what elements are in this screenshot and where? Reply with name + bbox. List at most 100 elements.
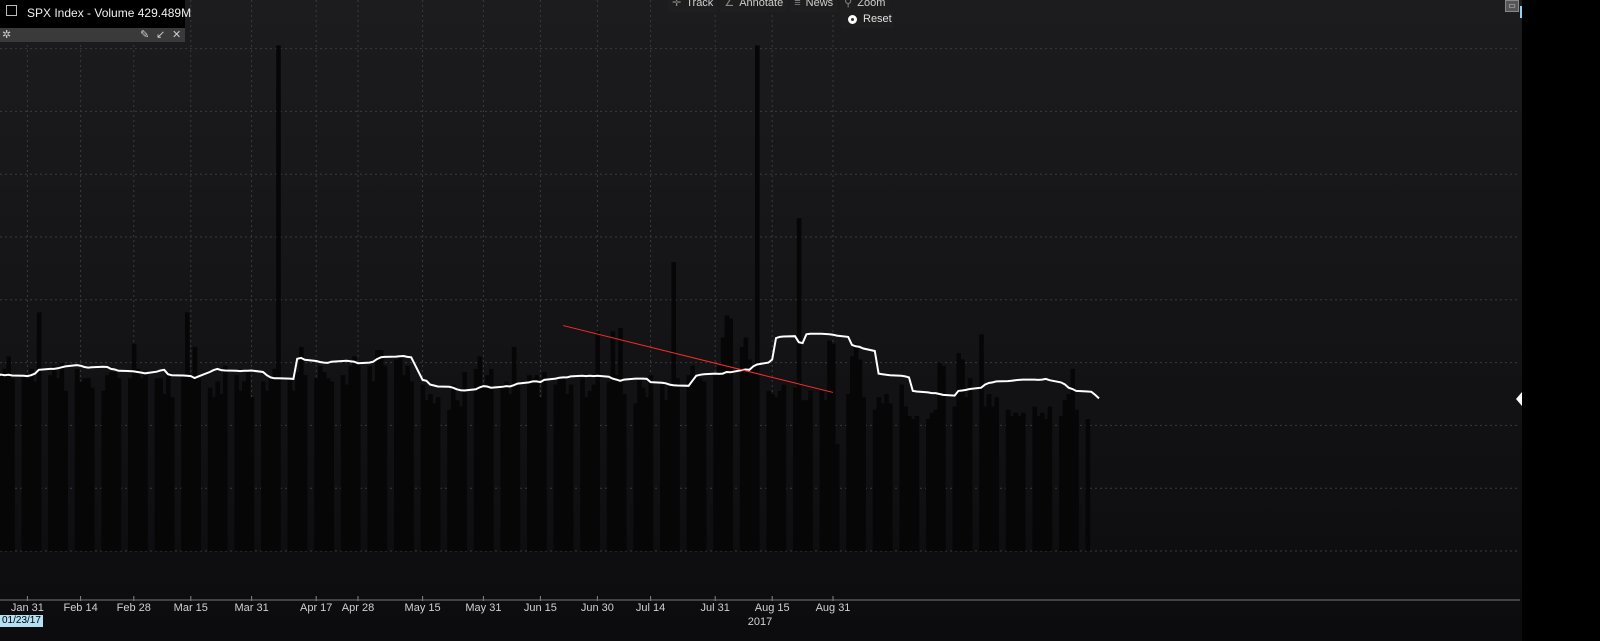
volume-bar: [207, 387, 213, 551]
volume-bar: [644, 397, 650, 551]
volume-bar: [169, 397, 175, 551]
volume-bar: [52, 365, 57, 551]
volume-bar: [804, 400, 809, 551]
volume-bar: [0, 372, 4, 551]
volume-bar: [584, 397, 589, 551]
volume-bar: [473, 368, 479, 551]
news-button[interactable]: ≡ News: [790, 0, 838, 12]
volume-bar: [530, 378, 536, 551]
volume-bar: [215, 381, 220, 551]
volume-bar: [648, 375, 654, 551]
legend-swatch[interactable]: [6, 5, 17, 16]
volume-bar: [367, 365, 372, 551]
volume-bar: [511, 346, 517, 551]
volume-bar: [116, 378, 122, 551]
volume-bar: [477, 356, 483, 551]
expand-icon[interactable]: ▭: [1505, 0, 1519, 12]
volume-bar: [375, 350, 380, 551]
volume-bar: [857, 359, 863, 551]
volume-bar: [143, 375, 148, 551]
volume-bar: [1047, 406, 1053, 551]
zoom-button[interactable]: ⚲ Zoom: [840, 0, 890, 12]
trend-line: [563, 325, 834, 393]
volume-bar: [633, 403, 638, 551]
volume-bar: [766, 390, 771, 551]
pin-icon[interactable]: ✎: [140, 29, 150, 41]
volume-bar: [595, 331, 600, 551]
x-tick-label: Jun 30: [581, 602, 614, 614]
volume-bar: [1062, 400, 1068, 551]
volume-bar: [181, 375, 186, 551]
volume-bar: [458, 406, 464, 551]
volume-bar: [850, 356, 855, 551]
volume-bar: [276, 45, 281, 552]
volume-bar: [717, 365, 722, 551]
track-button[interactable]: ✛ Track: [668, 0, 718, 12]
volume-bar: [1085, 419, 1091, 551]
volume-bar: [1013, 412, 1018, 551]
volume-bar: [196, 378, 201, 551]
x-tick-label: Aug 15: [755, 602, 790, 614]
volume-bar: [10, 378, 15, 551]
x-tick-label: Apr 17: [300, 602, 332, 614]
close-icon[interactable]: ✕: [172, 29, 182, 41]
volume-bar: [561, 378, 566, 551]
volume-bar: [508, 394, 513, 551]
volume-bar: [500, 384, 505, 551]
volume-bar: [401, 375, 407, 551]
volume-bar: [344, 384, 350, 551]
volume-bar: [515, 384, 521, 551]
volume-bar: [941, 365, 946, 551]
volume-bar: [861, 397, 866, 551]
volume-bar: [777, 390, 783, 551]
volume-bar: [781, 384, 787, 551]
volume-bar: [937, 362, 942, 551]
volume-bar: [834, 444, 840, 551]
volume-bar: [614, 375, 619, 551]
volume-bar: [105, 375, 110, 551]
volume-bar: [880, 403, 885, 551]
price-axis-panel: [1522, 0, 1600, 641]
volume-bar: [827, 340, 832, 551]
volume-bar: [846, 394, 851, 551]
volume-bar: [329, 381, 334, 551]
volume-bar: [876, 397, 882, 551]
volume-bar: [55, 378, 61, 551]
volume-bar: [903, 406, 908, 551]
volume-bar: [774, 397, 779, 551]
annotate-button[interactable]: ∠ Annotate: [720, 0, 788, 12]
volume-bar: [154, 378, 160, 551]
magnifier-icon: ⚲: [844, 0, 853, 9]
volume-bar: [1036, 415, 1041, 551]
volume-bar: [660, 384, 665, 551]
volume-bar: [926, 419, 931, 551]
volume-bar: [884, 394, 889, 551]
volume-bar: [568, 384, 574, 551]
volume-bar: [823, 400, 828, 551]
volume-bar: [435, 397, 441, 551]
volume-bar: [1005, 409, 1011, 551]
x-tick-label: Jun 15: [524, 602, 557, 614]
volume-bar: [409, 381, 414, 551]
volume-bar: [610, 331, 616, 551]
legend-panel: SPX Index - Volume 429.489M ✲ ✎ ↙ ✕: [0, 0, 191, 42]
volume-bar: [910, 419, 916, 551]
volume-bar: [694, 375, 699, 551]
volume-bar: [986, 394, 992, 551]
volume-bar: [1043, 419, 1049, 551]
chart-toolbar: ✛ Track ∠ Annotate ≡ News ⚲ Zoom: [668, 0, 892, 12]
pencil-icon: ∠: [724, 0, 735, 9]
settings-icon[interactable]: ✲: [2, 29, 12, 41]
volume-bar: [770, 394, 775, 551]
volume-bar: [1074, 409, 1079, 551]
reset-button[interactable]: Reset: [841, 11, 893, 28]
volume-bar: [481, 387, 486, 551]
volume-bar: [489, 368, 494, 551]
volume-bar: [1032, 406, 1037, 551]
minimize-icon[interactable]: ↙: [156, 29, 166, 41]
volume-bar: [314, 378, 319, 551]
x-tick-label: Aug 31: [816, 602, 851, 614]
volume-bar: [755, 45, 760, 552]
